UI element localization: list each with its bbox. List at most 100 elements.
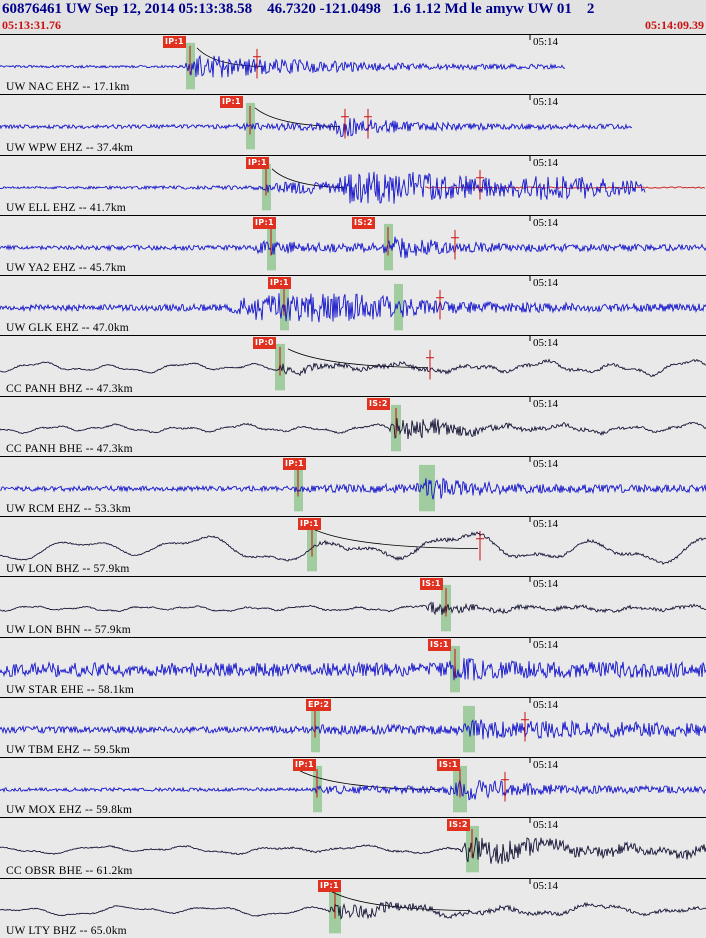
waveform-canvas[interactable] — [0, 637, 706, 697]
trace-row[interactable]: 05:14 UW LON BHZ -- 57.9km IP:1 — [0, 516, 706, 577]
waveform-canvas[interactable] — [0, 336, 706, 395]
seismogram-trace — [0, 900, 706, 920]
waveform-canvas[interactable] — [0, 818, 706, 877]
seismogram-trace — [0, 779, 706, 801]
seismogram-trace — [0, 54, 566, 78]
phase-pick-flag[interactable]: IP:1 — [298, 518, 321, 531]
station-label: UW TBM EHZ -- 59.5km — [6, 744, 130, 757]
trace-rows: 05:14 UW NAC EHZ -- 17.1km IP:1 05:14 UW… — [0, 34, 706, 938]
phase-pick-flag[interactable]: IS:1 — [428, 638, 451, 651]
phase-pick-flag[interactable]: IP:1 — [268, 277, 291, 290]
coda-curve — [314, 529, 479, 550]
phase-pick-flag[interactable]: IP:0 — [253, 337, 276, 350]
trace-row[interactable]: 05:14 UW STAR EHE -- 58.1km IS:1 — [0, 636, 706, 697]
station-label: UW LON BHZ -- 57.9km — [6, 563, 130, 576]
header: 60876461 UW Sep 12, 2014 05:13:38.58 46.… — [0, 0, 706, 34]
waveform-canvas[interactable] — [0, 517, 706, 576]
phase-pick-flag[interactable]: IP:1 — [246, 156, 269, 169]
minute-label: 05:14 — [533, 518, 559, 531]
trace-row[interactable]: 05:14 UW ELL EHZ -- 41.7km IP:1 — [0, 154, 706, 215]
seismogram-trace — [0, 657, 706, 681]
trace-row[interactable]: 05:14 CC PANH BHZ -- 47.3km IP:0 — [0, 335, 706, 396]
station-label: CC PANH BHZ -- 47.3km — [6, 382, 133, 395]
seismogram-trace — [0, 477, 706, 500]
trace-row[interactable]: 05:14 UW YA2 EHZ -- 45.7km IP:1 IS:2 — [0, 214, 706, 276]
minute-label: 05:14 — [533, 879, 559, 892]
minute-label: 05:14 — [533, 759, 559, 772]
minute-label: 05:14 — [533, 277, 559, 290]
seismogram-trace — [0, 118, 633, 138]
seismogram-trace — [0, 293, 706, 323]
waveform-canvas[interactable] — [0, 35, 706, 94]
trace-row[interactable]: 05:14 UW RCM EHZ -- 53.3km IP:1 — [0, 455, 706, 517]
phase-pick-flag[interactable]: IS:1 — [420, 578, 443, 591]
window-end-time: 05:14:09.39 — [645, 18, 704, 32]
phase-pick-flag[interactable]: IP:1 — [318, 879, 341, 892]
minute-label: 05:14 — [533, 578, 559, 591]
station-label: UW LON BHN -- 57.9km — [6, 623, 131, 636]
station-label: UW WPW EHZ -- 37.4km — [6, 141, 133, 154]
minute-label: 05:14 — [533, 156, 559, 169]
window-start-time: 05:13:31.76 — [2, 18, 61, 32]
minute-label: 05:14 — [533, 698, 559, 711]
station-label: UW YA2 EHZ -- 45.7km — [6, 262, 126, 275]
trace-row[interactable]: 05:14 UW LON BHN -- 57.9km IS:1 — [0, 576, 706, 637]
trace-row[interactable]: 05:14 CC PANH BHE -- 47.3km IS:2 — [0, 395, 706, 456]
waveform-canvas[interactable] — [0, 215, 706, 275]
waveform-canvas[interactable] — [0, 456, 706, 516]
trace-row[interactable]: 05:14 CC OBSR BHE -- 61.2km IS:2 — [0, 817, 706, 878]
trace-row[interactable]: 05:14 UW TBM EHZ -- 59.5km EP:2 — [0, 696, 706, 758]
trace-row[interactable]: 05:14 UW LTY BHZ -- 65.0km IP:1 — [0, 877, 706, 938]
seismogram-trace — [0, 236, 706, 259]
station-label: UW STAR EHE -- 58.1km — [6, 683, 134, 696]
pick-band — [394, 283, 403, 331]
station-label: UW NAC EHZ -- 17.1km — [6, 81, 130, 94]
phase-pick-flag[interactable]: IS:2 — [367, 397, 390, 410]
coda-curve — [254, 107, 341, 128]
coda-curve — [271, 168, 346, 188]
station-label: UW RCM EHZ -- 53.3km — [6, 503, 131, 516]
phase-pick-flag[interactable]: IP:1 — [293, 759, 316, 772]
station-label: UW MOX EHZ -- 59.8km — [6, 804, 133, 817]
phase-pick-flag[interactable]: IP:1 — [253, 216, 276, 229]
waveform-canvas[interactable] — [0, 577, 706, 636]
minute-label: 05:14 — [533, 96, 559, 109]
phase-pick-flag[interactable]: IS:2 — [447, 819, 470, 832]
trace-row[interactable]: 05:14 UW GLK EHZ -- 47.0km IP:1 — [0, 275, 706, 336]
station-label: CC OBSR BHE -- 61.2km — [6, 864, 133, 877]
waveform-canvas[interactable] — [0, 396, 706, 456]
waveform-canvas[interactable] — [0, 758, 706, 817]
seismogram-trace — [0, 601, 706, 616]
trace-row[interactable]: 05:14 UW NAC EHZ -- 17.1km IP:1 — [0, 34, 706, 95]
minute-label: 05:14 — [533, 397, 559, 410]
trace-row[interactable]: 05:14 UW WPW EHZ -- 37.4km IP:1 — [0, 94, 706, 155]
seismogram-trace — [0, 417, 706, 439]
event-summary: 60876461 UW Sep 12, 2014 05:13:38.58 46.… — [2, 1, 595, 17]
coda-curve — [287, 348, 429, 369]
seismogram-trace — [0, 719, 706, 740]
trace-row[interactable]: 05:14 UW MOX EHZ -- 59.8km IP:1 IS:1 — [0, 757, 706, 818]
minute-label: 05:14 — [533, 819, 559, 832]
minute-label: 05:14 — [533, 457, 559, 470]
coda-curve — [299, 770, 441, 791]
station-label: UW GLK EHZ -- 47.0km — [6, 322, 129, 335]
phase-pick-flag[interactable]: EP:2 — [306, 698, 332, 711]
phase-pick-flag[interactable]: IP:1 — [163, 36, 186, 48]
phase-pick-flag[interactable]: IP:1 — [283, 457, 306, 470]
waveform-canvas[interactable] — [0, 878, 706, 938]
phase-pick-flag[interactable]: IS:1 — [437, 759, 460, 772]
waveform-canvas[interactable] — [0, 95, 706, 154]
waveform-canvas[interactable] — [0, 155, 706, 215]
seismogram-trace — [0, 531, 706, 566]
phase-pick-flag[interactable]: IS:2 — [352, 216, 375, 229]
waveform-canvas[interactable] — [0, 697, 706, 757]
minute-label: 05:14 — [533, 638, 559, 651]
minute-label: 05:14 — [533, 216, 559, 229]
waveform-canvas[interactable] — [0, 276, 706, 335]
coda-curve — [331, 891, 471, 911]
phase-pick-flag[interactable]: IP:1 — [220, 96, 243, 109]
station-label: UW ELL EHZ -- 41.7km — [6, 201, 126, 214]
time-window: 05:13:31.76 05:14:09.39 — [0, 18, 706, 33]
seismogram-trace — [0, 837, 706, 865]
